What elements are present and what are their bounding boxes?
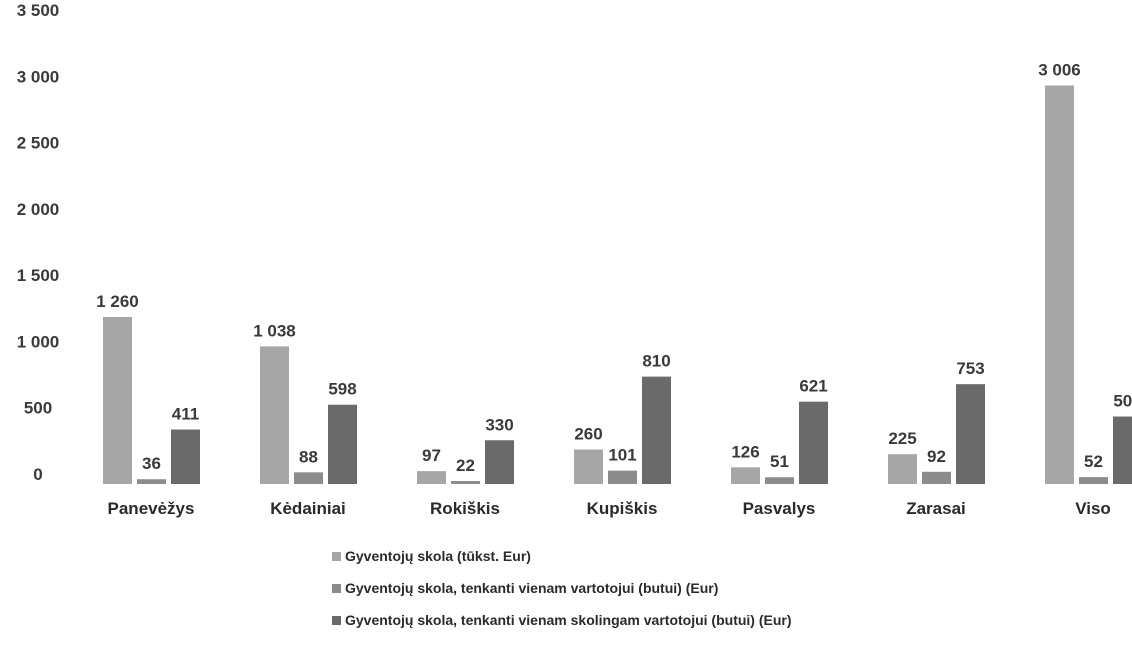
- legend-label-series-3: Gyventojų skola, tenkanti vienam skoling…: [345, 612, 792, 628]
- data-label: 411: [172, 405, 199, 424]
- data-label: 101: [608, 446, 636, 465]
- y-tick-label: 2 500: [17, 134, 60, 153]
- data-label: 51: [770, 452, 789, 471]
- y-tick-label: 3 000: [17, 67, 60, 86]
- data-label: 621: [799, 377, 827, 396]
- bar-series-2: [922, 471, 951, 484]
- data-label: 810: [642, 352, 670, 371]
- category-label: Kupiškis: [587, 499, 658, 518]
- bar-series-1: [260, 346, 289, 484]
- bar-series-2: [294, 472, 323, 484]
- legend-item-series-2: Gyventojų skola, tenkanti vienam vartoto…: [332, 572, 792, 604]
- category-label: Kėdainiai: [270, 499, 346, 518]
- data-label: 97: [422, 446, 441, 465]
- y-tick-label: 3 500: [17, 1, 60, 20]
- data-label: 3 006: [1038, 60, 1081, 79]
- bar-chart: 0 500 1 000 1 500 2 000 2 500 3 000 3 500 1 260 3…: [17, 1, 1132, 518]
- bar-series-3: [956, 384, 985, 484]
- y-tick-label: 1 000: [17, 332, 60, 351]
- data-label: 1 038: [253, 321, 296, 340]
- bar-series-3: [642, 376, 671, 484]
- category-label: Pasvalys: [743, 499, 816, 518]
- data-label: 36: [142, 454, 161, 473]
- bar-series-1: [1045, 85, 1074, 484]
- bar-series-3: [171, 429, 200, 484]
- data-label: 753: [956, 359, 984, 378]
- legend-swatch-series-3: [332, 615, 341, 625]
- legend-label-series-1: Gyventojų skola (tūkst. Eur): [345, 548, 531, 564]
- data-label: 92: [927, 447, 946, 466]
- data-label: 88: [299, 447, 318, 466]
- data-label: 126: [731, 442, 759, 461]
- chart-legend: Gyventojų skola (tūkst. Eur) Gyventojų s…: [332, 540, 792, 636]
- bar-series-1: [888, 454, 917, 484]
- bar-series-2: [608, 470, 637, 484]
- data-label: 260: [574, 425, 602, 444]
- data-label: 598: [328, 380, 356, 399]
- data-label: 225: [888, 429, 916, 448]
- legend-label-series-2: Gyventojų skola, tenkanti vienam vartoto…: [345, 580, 719, 596]
- data-label: 22: [456, 456, 475, 475]
- category-label: Zarasai: [906, 499, 966, 518]
- category-label: Viso: [1075, 499, 1111, 518]
- bar-series-1: [417, 471, 446, 484]
- legend-item-series-3: Gyventojų skola, tenkanti vienam skoling…: [332, 604, 792, 636]
- bar-series-2: [765, 477, 794, 484]
- bar-series-1: [731, 467, 760, 484]
- bar-series-1: [574, 449, 603, 484]
- data-label: 52: [1084, 452, 1103, 471]
- y-tick-label: 1 500: [17, 266, 60, 285]
- bar-series-2: [137, 479, 166, 484]
- category-label: Panevėžys: [108, 499, 195, 518]
- category-label: Rokiškis: [430, 499, 500, 518]
- bar-series-3: [1113, 416, 1132, 484]
- bar-series-1: [103, 316, 132, 484]
- bar-series-3: [328, 404, 357, 484]
- y-tick-label: 0: [33, 465, 42, 484]
- y-tick-label: 500: [24, 399, 52, 418]
- bar-series-2: [1079, 477, 1108, 484]
- bar-series-3: [799, 401, 828, 484]
- data-label: 1 260: [96, 292, 139, 311]
- bar-series-2: [451, 481, 480, 484]
- bar-series-3: [485, 440, 514, 484]
- legend-item-series-1: Gyventojų skola (tūkst. Eur): [332, 540, 792, 572]
- data-label: 509: [1113, 392, 1132, 411]
- data-label: 330: [485, 415, 513, 434]
- legend-swatch-series-2: [332, 583, 341, 593]
- legend-swatch-series-1: [332, 551, 341, 561]
- y-tick-label: 2 000: [17, 200, 60, 219]
